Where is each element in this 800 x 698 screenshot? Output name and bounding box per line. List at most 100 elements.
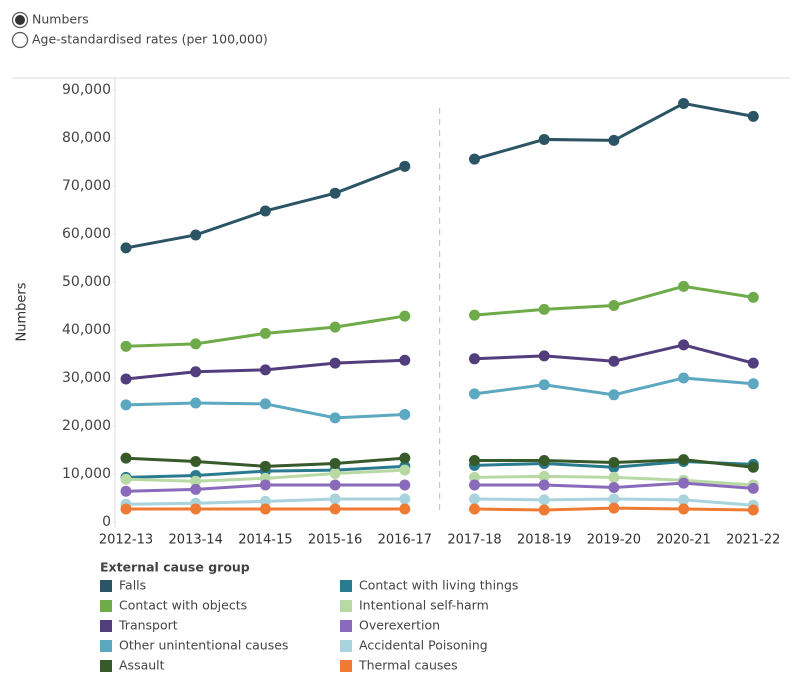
x-tick-label: 2018-19: [517, 533, 571, 548]
legend-swatch: [100, 580, 112, 592]
data-point: [259, 327, 271, 339]
legend-label: Contact with living things: [359, 578, 518, 593]
y-tick-label: 90,000: [62, 82, 111, 98]
data-point: [678, 280, 690, 292]
data-point: [329, 357, 341, 369]
data-point: [259, 205, 271, 217]
data-point: [608, 389, 620, 401]
data-point: [399, 354, 411, 366]
x-tick-label: 2012-13: [99, 533, 153, 548]
data-point: [678, 339, 690, 351]
legend-swatch: [100, 600, 112, 612]
radio-button[interactable]: [11, 31, 29, 49]
data-point: [538, 133, 550, 145]
data-point: [608, 471, 620, 483]
data-point: [678, 454, 690, 466]
data-point: [469, 353, 480, 365]
data-point: [399, 493, 411, 505]
legend-swatch: [340, 640, 352, 652]
data-point: [608, 134, 620, 146]
data-point: [120, 373, 132, 385]
data-point: [190, 229, 202, 241]
data-point: [399, 503, 411, 515]
data-point: [120, 399, 132, 411]
x-tick-label: 2015-16: [308, 533, 362, 548]
data-point: [678, 372, 690, 384]
data-point: [747, 482, 759, 494]
legend-swatch: [100, 620, 112, 632]
legend-label: Falls: [119, 578, 146, 593]
data-point: [678, 503, 690, 515]
data-point: [747, 461, 759, 473]
data-point: [120, 503, 132, 515]
data-point: [747, 378, 759, 390]
data-point: [399, 160, 411, 172]
data-point: [678, 494, 690, 506]
data-point: [469, 471, 480, 483]
x-tick-label: 2013-14: [169, 533, 223, 548]
data-point: [678, 97, 690, 109]
data-point: [608, 493, 620, 505]
data-point: [259, 479, 271, 491]
data-point: [329, 503, 341, 515]
data-point: [538, 479, 550, 491]
x-tick-label: 2017-18: [447, 533, 501, 548]
data-point: [259, 398, 271, 410]
data-point: [329, 493, 341, 505]
legend-label: Intentional self-harm: [359, 598, 489, 613]
data-point: [538, 504, 550, 516]
data-point: [747, 504, 759, 516]
data-point: [190, 456, 202, 468]
data-point: [329, 479, 341, 491]
data-point: [608, 355, 620, 367]
radio-label[interactable]: Age-standardised rates (per 100,000): [32, 32, 268, 47]
data-point: [747, 291, 759, 303]
data-point: [399, 479, 411, 491]
data-point: [329, 321, 341, 333]
y-tick-label: 40,000: [62, 322, 111, 338]
y-tick-label: 60,000: [62, 226, 111, 242]
data-point: [259, 364, 271, 376]
radio-dot: [15, 15, 25, 25]
legend-label: Assault: [119, 658, 165, 673]
x-tick-label: 2020-21: [656, 533, 710, 548]
data-point: [747, 110, 759, 122]
legend-title: External cause group: [100, 560, 250, 575]
y-tick-label: 10,000: [62, 466, 111, 482]
y-tick-label: 20,000: [62, 418, 111, 434]
legend-label: Overexertion: [359, 618, 440, 633]
data-point: [538, 350, 550, 362]
y-tick-label: 50,000: [62, 274, 111, 290]
data-point: [469, 503, 480, 515]
data-point: [538, 455, 550, 467]
data-point: [259, 503, 271, 515]
data-point: [608, 300, 620, 312]
data-point: [469, 153, 480, 165]
data-point: [190, 397, 202, 409]
legend-swatch: [340, 620, 352, 632]
data-point: [538, 494, 550, 506]
data-point: [608, 456, 620, 468]
data-point: [329, 457, 341, 469]
y-tick-label: 0: [102, 514, 111, 530]
y-axis-label: Numbers: [15, 282, 30, 341]
data-point: [538, 470, 550, 482]
legend-swatch: [100, 660, 112, 672]
legend-label: Thermal causes: [358, 658, 458, 673]
legend-label: Contact with objects: [119, 598, 247, 613]
data-point: [120, 242, 132, 254]
x-tick-label: 2021-22: [726, 533, 780, 548]
radio-label[interactable]: Numbers: [32, 12, 89, 27]
legend-swatch: [340, 580, 352, 592]
x-tick-label: 2019-20: [587, 533, 641, 548]
data-point: [329, 187, 341, 199]
legend-label: Other unintentional causes: [119, 638, 288, 653]
data-point: [120, 485, 132, 497]
x-tick-label: 2016-17: [378, 533, 432, 548]
data-point: [469, 455, 480, 467]
data-point: [120, 340, 132, 352]
data-point: [399, 452, 411, 464]
data-point: [190, 338, 202, 350]
data-point: [190, 503, 202, 515]
